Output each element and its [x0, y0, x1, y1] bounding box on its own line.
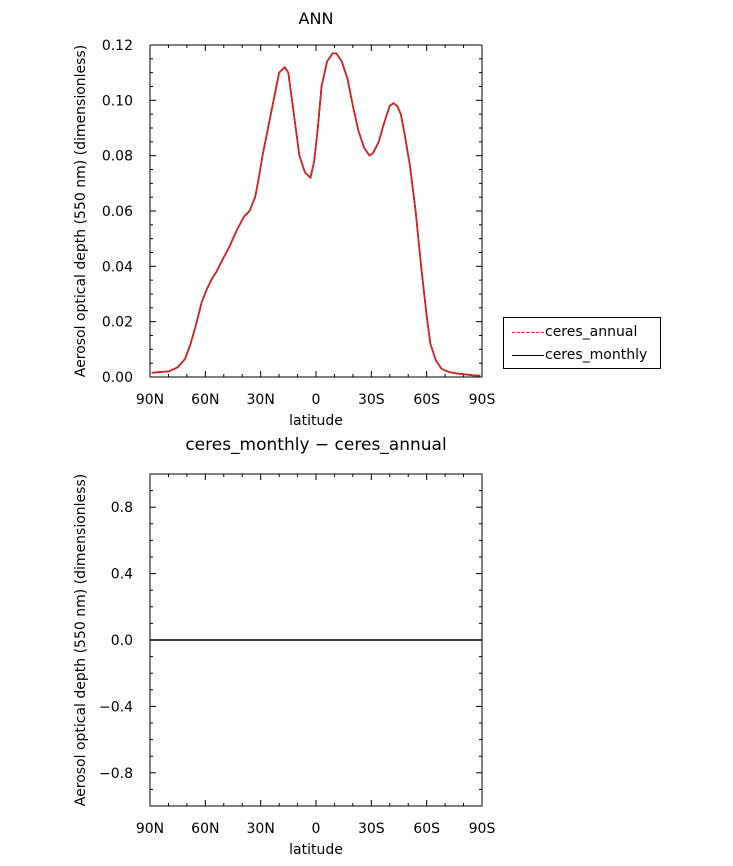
legend-item-ceres-annual: ceres_annual — [504, 322, 662, 342]
x-tick-label: 60S — [413, 821, 440, 837]
chart-title: ceres_monthly − ceres_annual — [185, 435, 446, 455]
x-tick-label: 0 — [312, 392, 321, 408]
y-tick-label: 0.10 — [102, 93, 133, 109]
legend-label-ceres-annual: ceres_annual — [545, 324, 638, 340]
y-tick-label: 0.8 — [111, 500, 133, 516]
y-tick-label: −0.8 — [99, 766, 133, 782]
y-tick-label: 0.12 — [102, 38, 133, 54]
x-tick-label: 60N — [191, 821, 219, 837]
x-tick-label: 30N — [247, 821, 275, 837]
x-axis-label: latitude — [289, 413, 343, 429]
y-tick-label: 0.0 — [111, 633, 133, 649]
bottom-panel: 90N 60N 30N 0 30S 60S 90S −0.8 −0.4 0.0 0.4 0.8 cere… — [73, 435, 495, 858]
y-tick-label: 0.08 — [102, 149, 133, 165]
legend-item-ceres-monthly: ceres_monthly — [504, 345, 662, 365]
x-tick-label: 0 — [312, 821, 321, 837]
y-tick-label: 0.06 — [102, 204, 133, 220]
x-tick-label: 30S — [358, 392, 385, 408]
y-tick-label: 0.00 — [102, 370, 133, 386]
x-tick-label: 90N — [136, 392, 164, 408]
legend-label-ceres-monthly: ceres_monthly — [545, 347, 648, 363]
x-tick-label: 90S — [469, 821, 496, 837]
x-tick-label: 90N — [136, 821, 164, 837]
x-tick-label: 60S — [413, 392, 440, 408]
legend-swatch-ceres-monthly — [512, 355, 544, 356]
plot-frame — [149, 44, 483, 378]
legend: ceres_annual ceres_monthly — [503, 317, 661, 369]
series-line-ceres-monthly — [151, 52, 481, 377]
y-axis-label: Aerosol optical depth (550 nm) (dimensio… — [73, 45, 89, 377]
y-tick-label: −0.4 — [99, 699, 133, 715]
x-axis-label: latitude — [289, 842, 343, 858]
x-tick-label: 90S — [469, 392, 496, 408]
y-axis-label: Aerosol optical depth (550 nm) (dimensio… — [73, 474, 89, 806]
y-tick-label: 0.4 — [111, 567, 133, 583]
x-tick-label: 60N — [191, 392, 219, 408]
x-tick-label: 30N — [247, 392, 275, 408]
y-tick-label: 0.02 — [102, 315, 133, 331]
series-line-ceres-annual — [151, 52, 481, 377]
chart-title: ANN — [299, 9, 334, 28]
x-tick-label: 30S — [358, 821, 385, 837]
top-panel: 90N 60N 30N 0 30S 60S 90S 0.00 0.02 0.04 0.06 0.08 0… — [73, 9, 495, 429]
y-tick-label: 0.04 — [102, 259, 133, 275]
legend-swatch-ceres-annual — [512, 332, 544, 333]
